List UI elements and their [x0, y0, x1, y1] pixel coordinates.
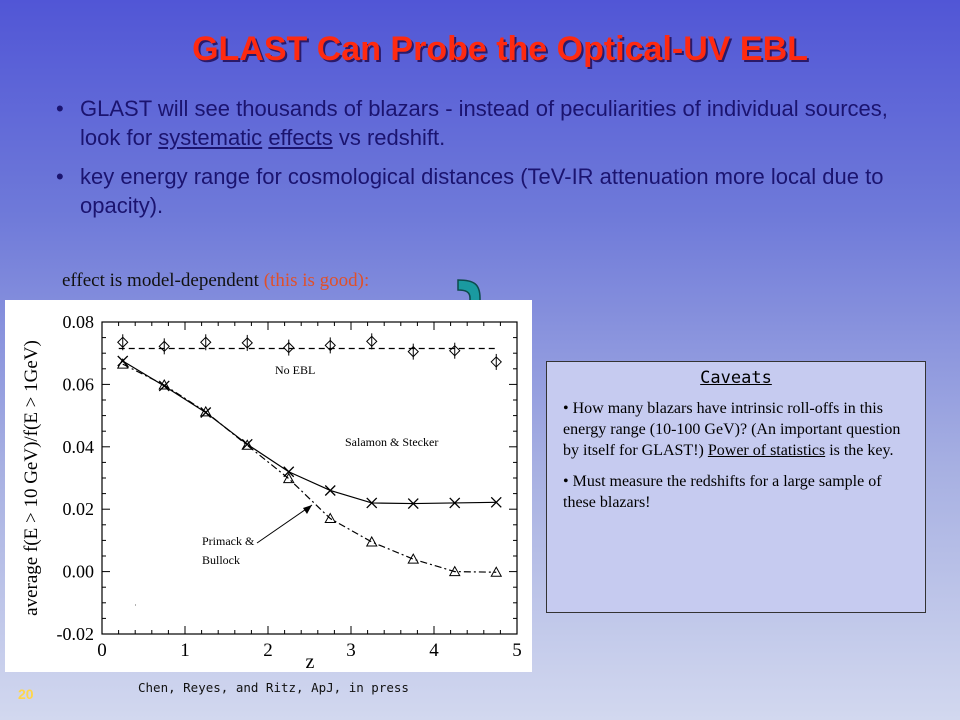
bullet-text: GLAST will see thousands of blazars - in…: [80, 96, 888, 150]
underlined-word: effects: [268, 125, 333, 150]
data-point-triangle: [448, 565, 461, 577]
caveat-item: • How many blazars have intrinsic roll-o…: [563, 400, 901, 459]
series-line: [122, 363, 497, 573]
caveat-underlined: Power of statistics: [707, 442, 826, 459]
data-point-triangle: [116, 358, 129, 369]
annotation-primack: Primack &: [202, 534, 255, 548]
annotation-salamon-stecker: Salamon & Stecker: [345, 435, 438, 449]
data-point-x: [449, 497, 461, 509]
y-tick-label: -0.02: [57, 624, 95, 644]
y-tick-label: 0.04: [63, 437, 95, 457]
x-axis-label: z: [306, 651, 315, 672]
data-point-triangle: [490, 566, 503, 577]
y-tick-label: 0.06: [63, 374, 95, 394]
data-point-x: [366, 497, 378, 509]
caveat-text: Must measure the redshifts for a large s…: [563, 473, 882, 511]
data-point-triangle: [158, 378, 171, 390]
x-tick-label: 0: [97, 640, 107, 661]
data-point-x: [324, 485, 336, 496]
x-tick-label: 5: [512, 640, 522, 661]
data-point-diamond: [407, 345, 419, 358]
y-tick-label: 0.00: [63, 562, 95, 582]
data-point-triangle: [407, 553, 420, 564]
chart-panel: 0 1 2 3 4 5 -0.02 0.00 0.02 0.04 0.06 0.08 average …: [5, 300, 532, 673]
data-point-triangle: [324, 512, 337, 524]
data-point-triangle: [199, 405, 212, 417]
citation: Chen, Reyes, and Ritz, ApJ, in press: [138, 680, 409, 695]
data-point-x: [407, 498, 419, 510]
data-point-diamond: [449, 344, 461, 357]
bullet-text: key energy range for cosmological distan…: [80, 164, 884, 218]
data-point-triangle: [282, 472, 295, 484]
bullet-item: • GLAST will see thousands of blazars - …: [48, 94, 918, 152]
data-point-diamond: [158, 340, 170, 353]
data-point-diamond: [324, 339, 336, 352]
data-point-x: [490, 496, 502, 508]
caveat-item: • Must measure the redshifts for a large…: [563, 473, 882, 511]
annotation-bullock: Bullock: [202, 553, 240, 567]
bullet-item: • key energy range for cosmological dist…: [48, 162, 918, 220]
annotation-pointer-head: [303, 505, 312, 514]
caveat-text: How many blazars have intrinsic roll-off…: [563, 400, 901, 459]
bullet-text-end: vs redshift.: [332, 125, 446, 150]
effect-note: effect is model-dependent (this is good)…: [62, 270, 369, 292]
page-number: 20: [18, 686, 34, 702]
annotation-no-ebl: No EBL: [275, 363, 315, 377]
x-tick-label: 4: [429, 640, 439, 661]
bullet-dot-icon: •: [56, 164, 64, 189]
y-tick-label: 0.08: [63, 312, 95, 332]
x-tick-label: 2: [263, 640, 273, 661]
effect-note-text: effect is model-dependent: [62, 270, 264, 291]
caveats-title: Caveats: [700, 368, 772, 388]
effect-note-highlight: (this is good):: [263, 270, 370, 291]
data-point-triangle: [365, 535, 378, 547]
bullet-dot-icon: •: [56, 96, 64, 121]
annotation-pointer: [256, 504, 313, 544]
data-point-diamond: [200, 336, 212, 348]
data-point-diamond: [283, 341, 295, 354]
underlined-word: systematic: [158, 125, 263, 150]
data-point-triangle: [241, 439, 254, 450]
data-point-x: [283, 466, 295, 478]
y-axis-label: average f(E > 10 GeV)/f(E > 1GeV): [21, 340, 42, 616]
caveat-text-end: is the key.: [825, 442, 894, 459]
y-tick-label: 0.02: [63, 499, 95, 519]
slide-title: GLAST Can Probe the Optical-UV EBL: [192, 30, 808, 68]
x-tick-label: 3: [346, 640, 356, 661]
data-point-diamond: [241, 337, 253, 349]
data-point-diamond: [366, 335, 378, 348]
data-point-diamond: [117, 336, 129, 348]
bullet-list: • GLAST will see thousands of blazars - …: [48, 94, 918, 230]
x-tick-label: 1: [180, 640, 190, 661]
chart-svg: 0 1 2 3 4 5 -0.02 0.00 0.02 0.04 0.06 0.08 average …: [21, 312, 522, 673]
caveats-box: Caveats • How many blazars have intrinsi…: [546, 361, 926, 613]
series-line: [122, 360, 497, 505]
data-point-diamond: [490, 356, 502, 368]
